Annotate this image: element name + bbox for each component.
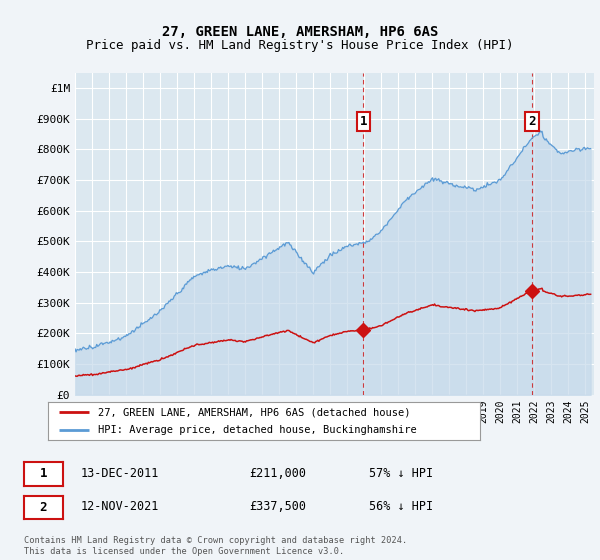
Text: 12-NOV-2021: 12-NOV-2021 [81, 500, 160, 514]
Text: HPI: Average price, detached house, Buckinghamshire: HPI: Average price, detached house, Buck… [98, 425, 416, 435]
Text: 13-DEC-2011: 13-DEC-2011 [81, 466, 160, 480]
Text: 57% ↓ HPI: 57% ↓ HPI [369, 466, 433, 480]
Text: £211,000: £211,000 [249, 466, 306, 480]
Text: Contains HM Land Registry data © Crown copyright and database right 2024.
This d: Contains HM Land Registry data © Crown c… [24, 536, 407, 556]
Text: 27, GREEN LANE, AMERSHAM, HP6 6AS: 27, GREEN LANE, AMERSHAM, HP6 6AS [162, 25, 438, 39]
Text: 1: 1 [359, 115, 367, 128]
Text: Price paid vs. HM Land Registry's House Price Index (HPI): Price paid vs. HM Land Registry's House … [86, 39, 514, 52]
Text: 27, GREEN LANE, AMERSHAM, HP6 6AS (detached house): 27, GREEN LANE, AMERSHAM, HP6 6AS (detac… [98, 407, 410, 417]
Text: 2: 2 [529, 115, 536, 128]
Text: 56% ↓ HPI: 56% ↓ HPI [369, 500, 433, 514]
Text: 2: 2 [40, 501, 47, 514]
Text: 1: 1 [40, 467, 47, 480]
Text: £337,500: £337,500 [249, 500, 306, 514]
